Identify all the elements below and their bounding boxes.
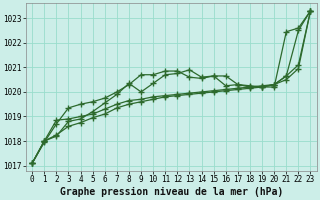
X-axis label: Graphe pression niveau de la mer (hPa): Graphe pression niveau de la mer (hPa) (60, 186, 283, 197)
